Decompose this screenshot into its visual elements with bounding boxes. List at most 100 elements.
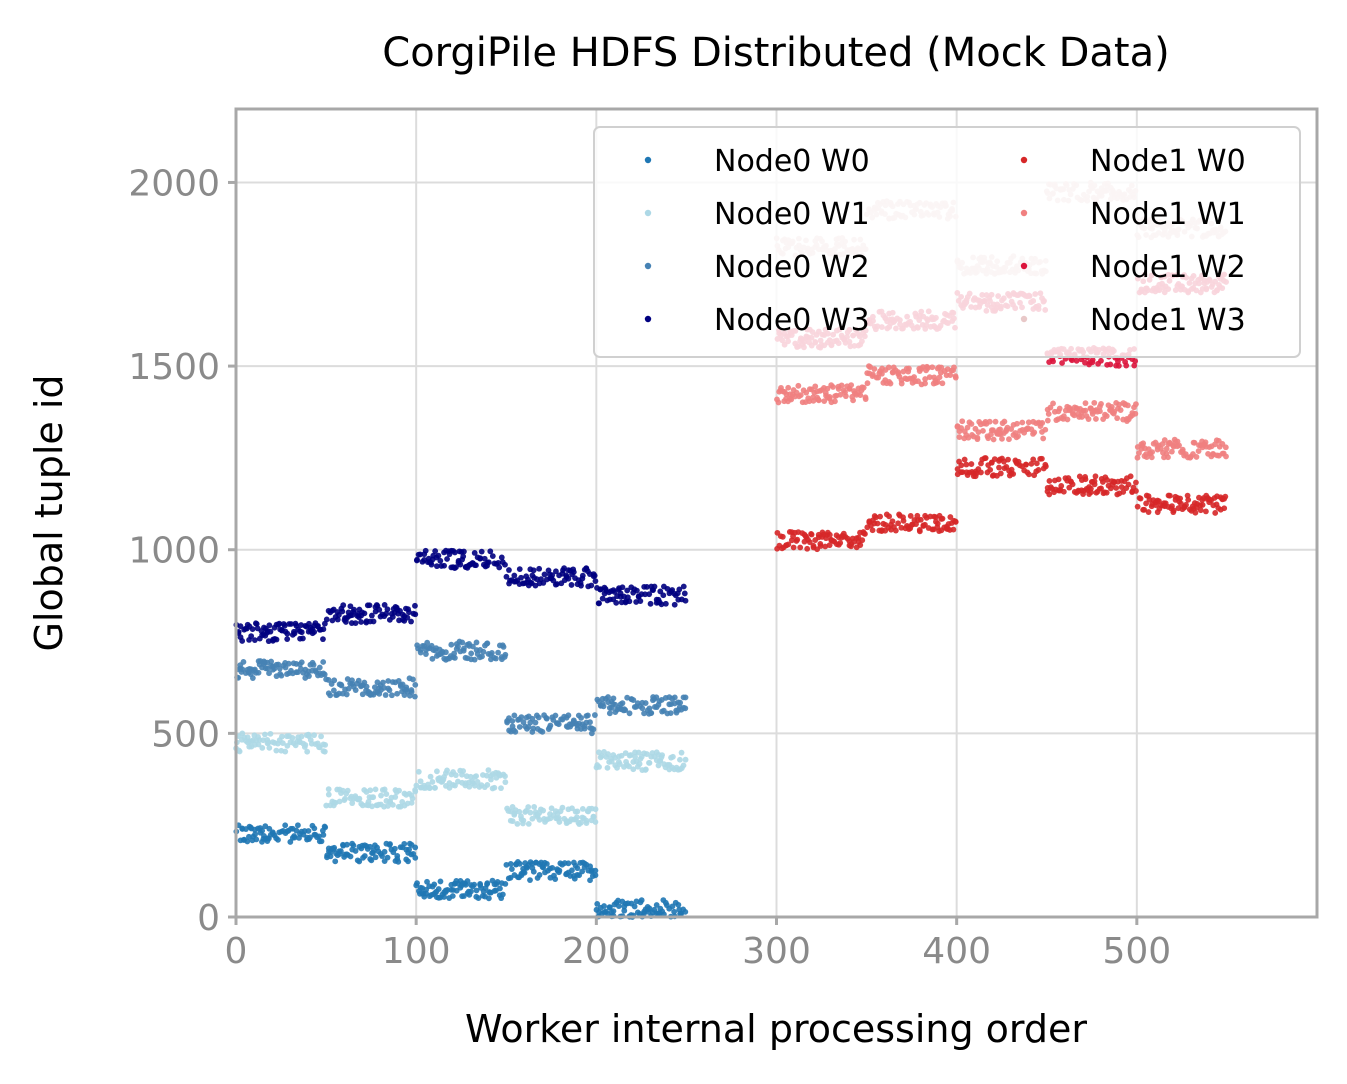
data-point [392,794,399,800]
data-point [282,748,289,755]
data-point [532,719,539,726]
data-point [810,397,817,404]
data-point [444,767,450,774]
data-point [1161,437,1168,443]
data-point [514,821,521,827]
data-point [606,710,613,717]
data-point [448,641,455,648]
data-point [379,853,385,859]
data-point [1132,410,1139,417]
data-point [1127,473,1134,480]
data-point [990,436,997,443]
data-point [626,710,633,717]
data-point [435,886,442,892]
data-point [406,609,412,616]
data-point [437,557,444,564]
data-point [600,703,607,710]
data-point [872,514,879,521]
data-point [1145,509,1152,515]
data-point [412,854,419,861]
data-point [578,714,585,721]
data-point [675,901,682,908]
data-point [473,562,479,569]
data-point [437,878,444,885]
data-point [1222,444,1229,451]
data-point [434,768,440,775]
data-point [775,399,782,406]
data-point [376,606,383,613]
data-point [404,614,411,621]
data-point [1030,456,1037,463]
data-point [810,542,817,549]
data-point [491,784,498,791]
data-point [822,543,829,550]
data-point [253,621,260,627]
data-point [643,751,650,757]
data-point [653,694,660,701]
data-point [343,691,350,698]
data-point [361,610,368,617]
data-point [467,773,474,780]
data-point [1050,358,1056,365]
data-point [1107,361,1114,368]
data-point [405,858,411,865]
data-point [507,861,514,867]
data-point [327,692,334,699]
data-point [520,817,527,824]
data-point [368,612,375,619]
data-point [830,384,836,390]
data-point [621,907,628,914]
data-point [403,684,410,691]
legend-label: Node1 W0 [1090,144,1246,179]
data-point [596,600,602,607]
data-point [521,869,528,876]
legend: Node0 W0 Node0 W1 Node0 W2 Node0 W3 Node1 W0… [593,126,1301,358]
data-point [879,370,885,377]
data-point [588,582,595,589]
x-axis-label: Worker internal processing order [465,1007,1087,1051]
data-point [246,833,252,840]
data-point [624,587,631,594]
data-point [370,618,377,625]
data-point [387,841,393,847]
data-point [535,714,542,721]
data-point [332,858,339,865]
data-point [288,621,294,627]
data-point [236,748,243,755]
data-point [886,513,892,520]
data-point [1177,495,1184,502]
data-point [594,901,601,907]
data-point [627,752,634,758]
y-axis-label: Global tuple id [27,374,71,651]
data-point [680,762,687,769]
data-point [911,374,917,380]
data-point [530,725,537,732]
data-point [1195,448,1202,454]
data-point [788,396,795,403]
data-point [1103,489,1110,496]
data-point [453,772,459,779]
data-point [556,867,563,874]
data-point [484,880,491,887]
data-point [316,664,323,671]
data-point [396,787,402,794]
data-point [817,543,824,549]
data-point [987,466,994,473]
data-point [509,818,516,825]
legend-box [593,126,1301,358]
data-point [349,800,356,807]
data-point [1001,418,1008,425]
data-point [502,561,508,568]
chart-title: CorgiPile HDFS Distributed (Mock Data) [382,30,1169,76]
data-point [592,872,599,879]
data-point [642,766,649,773]
data-point [306,673,312,679]
data-point [356,795,363,802]
data-point [536,816,543,823]
data-point [630,697,637,703]
data-point [278,672,285,679]
data-point [406,846,412,853]
data-point [464,878,471,884]
data-point [555,721,562,728]
data-point [1199,502,1206,508]
